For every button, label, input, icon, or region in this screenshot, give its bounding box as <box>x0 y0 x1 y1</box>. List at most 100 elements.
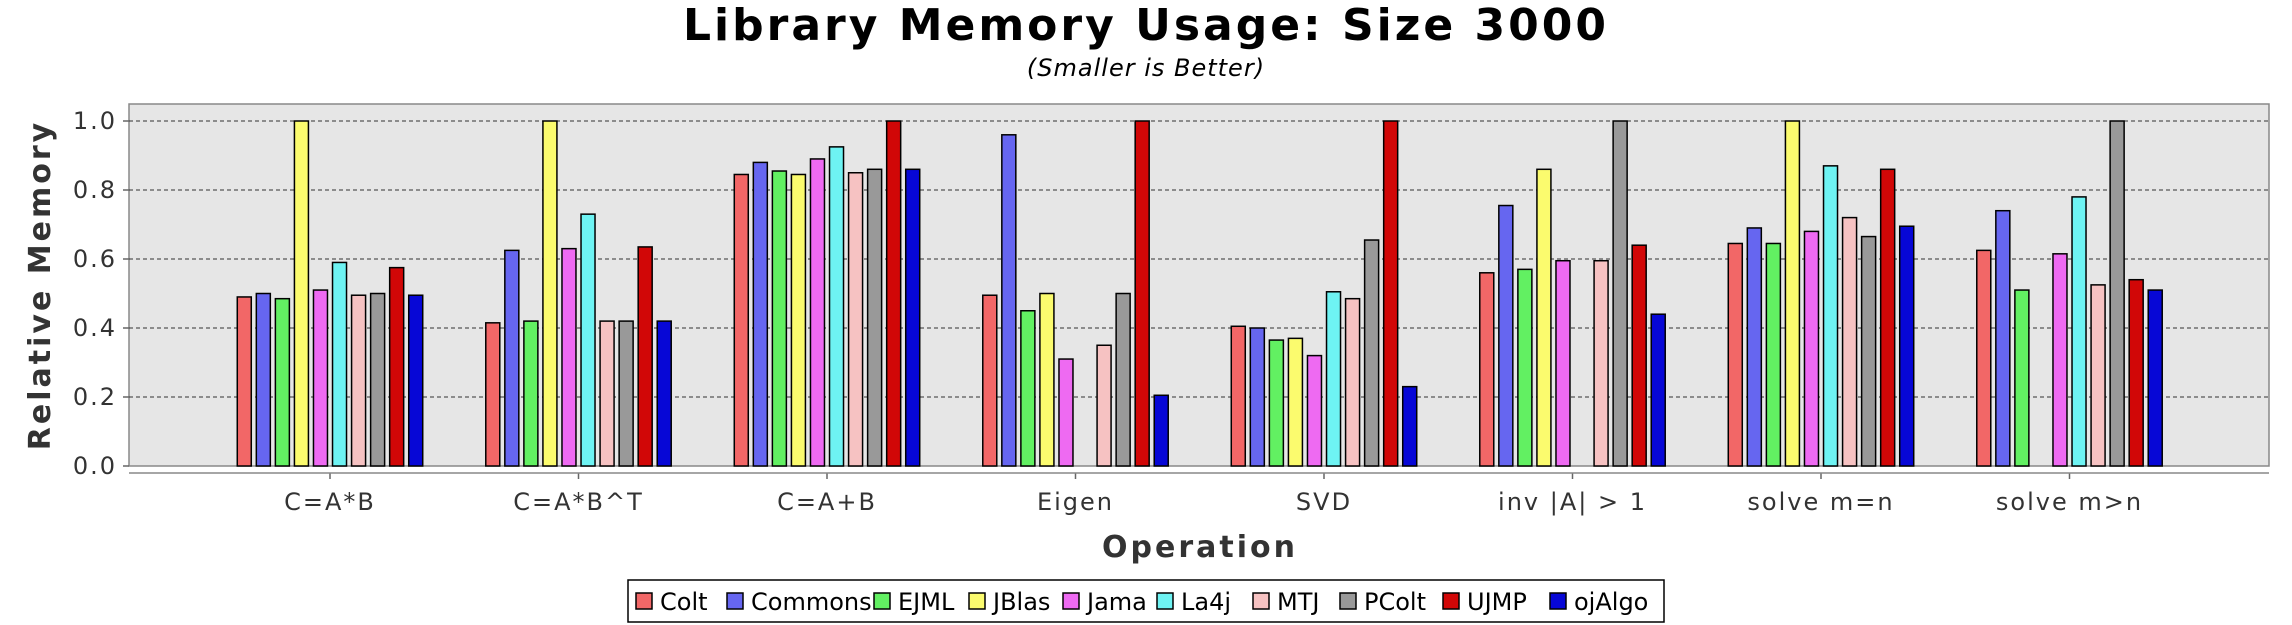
bar-pcolt-2 <box>866 168 883 467</box>
bar-colt-1 <box>485 322 501 467</box>
y-tick-label: 0.4 <box>73 314 117 342</box>
bar-pcolt-6 <box>1860 235 1877 467</box>
bar-mtj-5 <box>1593 259 1609 467</box>
bar-colt-5 <box>1479 272 1495 467</box>
bar-ejml-7 <box>2014 289 2030 467</box>
bar-pcolt-1 <box>618 320 634 467</box>
bar-ejml-1 <box>523 320 539 467</box>
bar-jblas-3 <box>1039 292 1055 467</box>
x-tick-label: C=A+B <box>777 488 877 516</box>
bar-jblas-1 <box>542 120 558 467</box>
bar-ujmp-3 <box>1134 120 1150 467</box>
bar-ojalgo-2 <box>904 168 921 467</box>
bar-la4j-4 <box>1325 291 1342 467</box>
legend-swatch-pcolt <box>1339 592 1357 610</box>
bar-ujmp-1 <box>637 246 653 467</box>
bar-jama-3 <box>1058 358 1074 467</box>
bar-ujmp-0 <box>388 266 405 467</box>
bar-la4j-0 <box>331 261 348 467</box>
legend-label-mtj: MTJ <box>1277 588 1319 616</box>
bar-ujmp-5 <box>1631 244 1647 467</box>
bar-commons-5 <box>1498 204 1514 467</box>
x-axis-ticks: C=A*B C=A*B^T C=A+B Eigen SVD inv |A| > 1 solv… <box>284 473 2141 516</box>
bar-jama-1 <box>561 247 577 467</box>
y-axis-label: Relative Memory <box>23 120 58 450</box>
bar-ejml-4 <box>1268 339 1285 467</box>
bar-commons-1 <box>504 249 520 467</box>
legend-swatch-ujmp <box>1442 592 1460 610</box>
legend <box>627 579 1665 623</box>
bar-pcolt-0 <box>369 292 386 467</box>
bar-ejml-6 <box>1765 242 1782 467</box>
bar-mtj-7 <box>2090 284 2106 467</box>
bar-pcolt-7 <box>2109 120 2125 467</box>
x-tick-label: solve m=n <box>1747 488 1894 516</box>
bar-jblas-2 <box>790 173 807 467</box>
legend-label-jama: Jama <box>1085 588 1147 616</box>
bar-commons-2 <box>752 161 769 467</box>
bar-jama-0 <box>312 289 329 467</box>
bar-mtj-0 <box>350 294 367 467</box>
bar-ejml-2 <box>771 170 788 467</box>
bar-ejml-3 <box>1020 310 1036 467</box>
bar-colt-4 <box>1230 325 1247 467</box>
bar-commons-6 <box>1746 227 1763 467</box>
x-tick-label: C=A*B^T <box>513 488 644 516</box>
bar-commons-7 <box>1995 209 2011 467</box>
legend-swatch-la4j <box>1156 592 1174 610</box>
bar-mtj-1 <box>599 320 615 467</box>
bar-ejml-5 <box>1517 268 1533 467</box>
bar-la4j-6 <box>1822 165 1839 467</box>
bar-jama-4 <box>1306 354 1323 467</box>
bar-ujmp-4 <box>1382 120 1399 467</box>
chart-subtitle: (Smaller is Better) <box>1027 54 1265 82</box>
x-tick-label: Eigen <box>1037 488 1114 516</box>
bar-jblas-6 <box>1784 120 1801 467</box>
plot-area <box>128 103 2270 467</box>
bar-mtj-3 <box>1096 344 1112 467</box>
legend-label-ejml: EJML <box>898 588 955 616</box>
legend-swatch-ojalgo <box>1549 592 1567 610</box>
x-tick-label: inv |A| > 1 <box>1498 488 1647 516</box>
bar-jama-7 <box>2052 253 2068 467</box>
legend-label-pcolt: PColt <box>1364 588 1426 616</box>
bar-pcolt-3 <box>1115 292 1131 467</box>
bar-la4j-7 <box>2071 196 2087 467</box>
bar-jblas-4 <box>1287 337 1304 467</box>
bar-pcolt-5 <box>1612 120 1628 467</box>
bar-colt-7 <box>1976 249 1992 467</box>
bar-ejml-0 <box>274 297 291 467</box>
bar-ojalgo-3 <box>1153 394 1169 467</box>
bar-jama-2 <box>809 158 826 467</box>
legend-label-colt: Colt <box>660 588 708 616</box>
legend-swatch-colt <box>635 592 653 610</box>
chart-title: Library Memory Usage: Size 3000 <box>683 0 1609 51</box>
x-axis-label: Operation <box>1102 530 1298 565</box>
x-tick-label: C=A*B <box>284 488 376 516</box>
bar-jblas-5 <box>1536 168 1552 467</box>
bar-ujmp-6 <box>1879 168 1896 467</box>
legend-label-jblas: JBlas <box>991 588 1050 616</box>
bar-mtj-2 <box>847 172 864 467</box>
bar-mtj-6 <box>1841 216 1858 467</box>
bar-colt-2 <box>733 173 750 467</box>
legend-swatch-ejml <box>873 592 891 610</box>
y-tick-label: 0.6 <box>73 245 117 273</box>
x-tick-label: SVD <box>1296 488 1352 516</box>
bar-ojalgo-4 <box>1401 385 1418 467</box>
bar-commons-3 <box>1001 134 1017 467</box>
y-tick-label: 0.2 <box>73 383 117 411</box>
legend-label-ujmp: UJMP <box>1467 588 1527 616</box>
bar-commons-0 <box>255 292 272 467</box>
y-axis-ticks: 0.0 0.2 0.4 0.6 0.8 1.0 <box>73 107 129 480</box>
bar-colt-0 <box>236 296 253 467</box>
bar-colt-6 <box>1727 242 1744 467</box>
legend-swatch-jama <box>1062 592 1080 610</box>
legend-swatch-commons <box>726 592 744 610</box>
bar-la4j-1 <box>580 213 596 467</box>
bar-jama-6 <box>1803 230 1820 467</box>
bar-jama-5 <box>1555 259 1571 467</box>
y-tick-label: 0.8 <box>73 176 117 204</box>
bar-commons-4 <box>1249 327 1266 467</box>
bar-ojalgo-1 <box>656 320 672 467</box>
